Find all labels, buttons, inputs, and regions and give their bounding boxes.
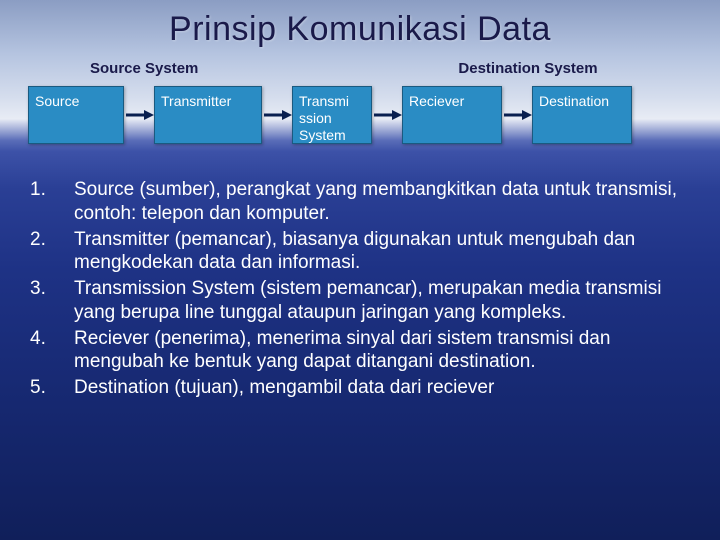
- destination-system-label: Destination System: [458, 60, 597, 77]
- list-item-text: Source (sumber), perangkat yang membangk…: [74, 178, 690, 226]
- arrow-icon: [262, 108, 292, 122]
- flow-box-2: Transmi ssion System: [292, 86, 372, 144]
- list-item-text: Transmission System (sistem pemancar), m…: [74, 277, 690, 325]
- flow-box-4: Destination: [532, 86, 632, 144]
- list-item-number: 2.: [30, 228, 74, 276]
- list-item-number: 5.: [30, 376, 74, 400]
- list-item: 2.Transmitter (pemancar), biasanya digun…: [30, 228, 690, 276]
- list-item-text: Destination (tujuan), mengambil data dar…: [74, 376, 690, 400]
- system-labels-row: Source System Destination System: [0, 60, 720, 77]
- page-title: Prinsip Komunikasi Data: [0, 0, 720, 49]
- list-item: 3.Transmission System (sistem pemancar),…: [30, 277, 690, 325]
- arrow-icon: [124, 108, 154, 122]
- list-item-number: 1.: [30, 178, 74, 226]
- flow-box-3: Reciever: [402, 86, 502, 144]
- definition-list: 1.Source (sumber), perangkat yang memban…: [30, 178, 690, 402]
- arrow-icon: [372, 108, 402, 122]
- flow-box-1: Transmitter: [154, 86, 262, 144]
- list-item: 5.Destination (tujuan), mengambil data d…: [30, 376, 690, 400]
- list-item-number: 3.: [30, 277, 74, 325]
- flow-box-0: Source: [28, 86, 124, 144]
- list-item-text: Transmitter (pemancar), biasanya digunak…: [74, 228, 690, 276]
- source-system-label: Source System: [90, 60, 198, 77]
- list-item-number: 4.: [30, 327, 74, 375]
- arrow-icon: [502, 108, 532, 122]
- flow-diagram: Source Transmitter Transmi ssion System Rec…: [28, 86, 693, 144]
- list-item: 4.Reciever (penerima), menerima sinyal d…: [30, 327, 690, 375]
- list-item: 1.Source (sumber), perangkat yang memban…: [30, 178, 690, 226]
- list-item-text: Reciever (penerima), menerima sinyal dar…: [74, 327, 690, 375]
